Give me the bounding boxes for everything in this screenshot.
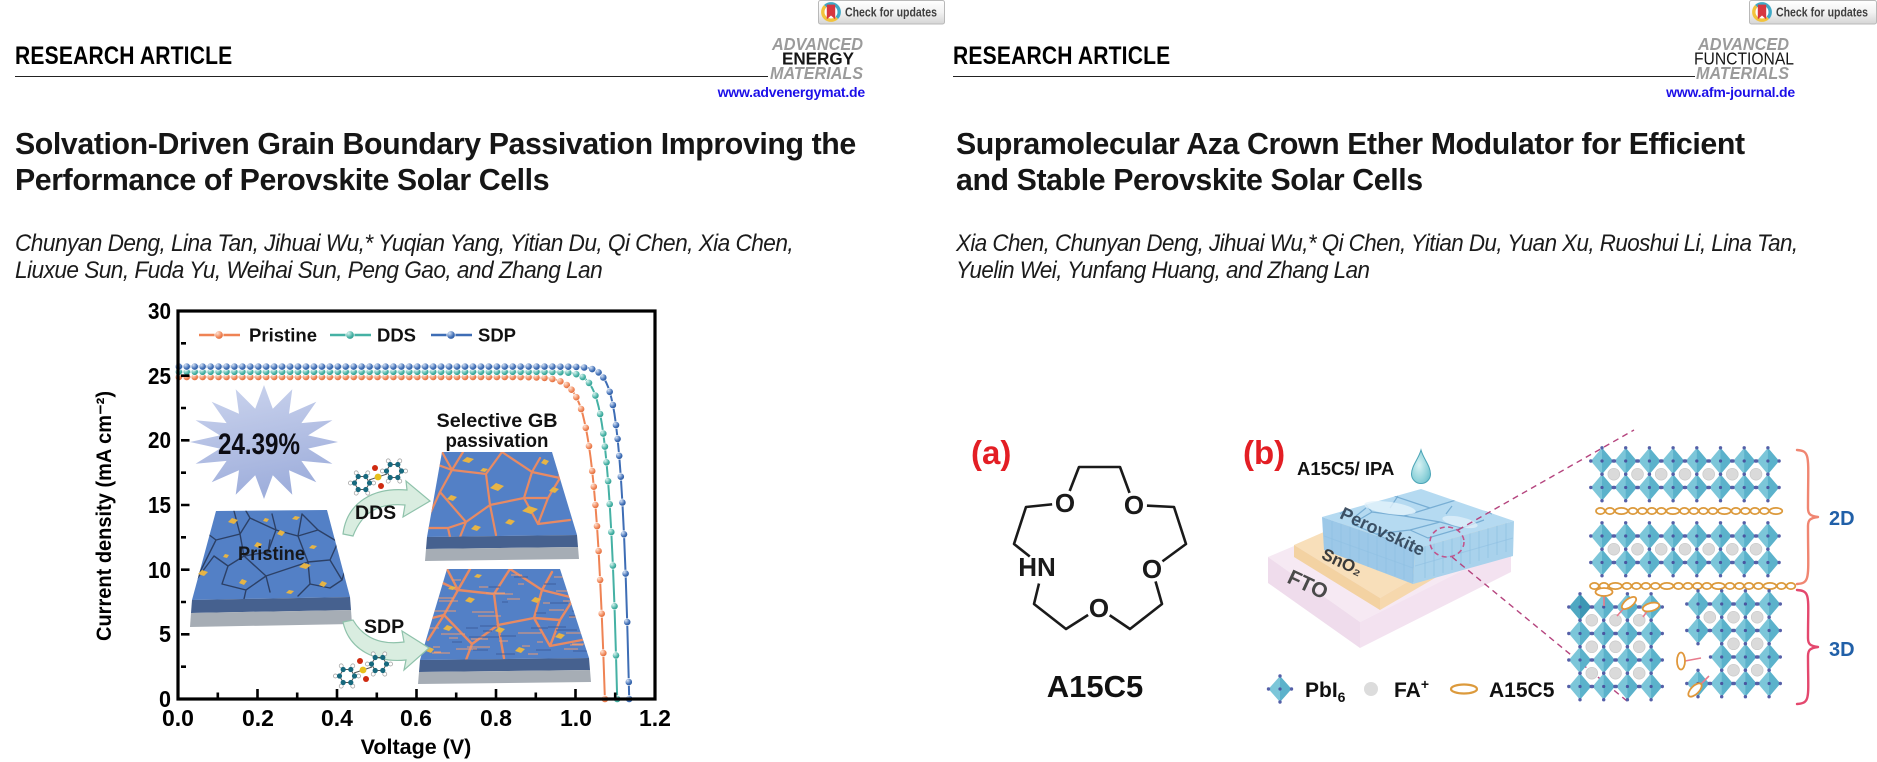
svg-text:25: 25 — [148, 363, 171, 389]
svg-text:0.8: 0.8 — [480, 705, 512, 731]
svg-text:MATERIALS: MATERIALS — [770, 63, 863, 83]
svg-text:FA+: FA+ — [1394, 676, 1429, 702]
svg-text:HN: HN — [1018, 552, 1056, 582]
svg-text:Pristine: Pristine — [238, 543, 305, 565]
svg-text:1.0: 1.0 — [560, 705, 592, 731]
svg-text:Check for updates: Check for updates — [1776, 6, 1868, 20]
svg-text:ADVANCED: ADVANCED — [1697, 36, 1789, 54]
svg-text:DDS: DDS — [355, 502, 396, 524]
svg-text:ADVANCED: ADVANCED — [771, 36, 863, 54]
svg-text:O: O — [1055, 488, 1075, 518]
svg-text:15: 15 — [148, 492, 171, 518]
svg-text:3D: 3D — [1829, 639, 1855, 661]
svg-text:MATERIALS: MATERIALS — [1696, 63, 1789, 83]
svg-text:O: O — [1124, 490, 1144, 520]
svg-text:0: 0 — [159, 686, 171, 712]
svg-text:Selective GB: Selective GB — [437, 411, 558, 432]
svg-text:PbI6: PbI6 — [1305, 679, 1346, 705]
svg-text:30: 30 — [148, 298, 171, 324]
svg-text:24.39%: 24.39% — [218, 428, 300, 461]
svg-text:0.0: 0.0 — [162, 705, 194, 731]
svg-text:(b): (b) — [1243, 434, 1285, 471]
svg-text:5: 5 — [159, 621, 171, 647]
svg-text:passivation: passivation — [446, 431, 549, 452]
svg-text:A15C5: A15C5 — [1047, 669, 1144, 704]
svg-text:0.6: 0.6 — [400, 705, 432, 731]
svg-text:10: 10 — [148, 557, 171, 583]
svg-text:A15C5: A15C5 — [1489, 679, 1555, 702]
svg-text:Current density (mA cm⁻²): Current density (mA cm⁻²) — [93, 391, 116, 641]
svg-text:ENERGY: ENERGY — [782, 49, 854, 69]
svg-text:SDP: SDP — [478, 325, 516, 346]
svg-text:DDS: DDS — [377, 325, 416, 346]
svg-text:Check for updates: Check for updates — [845, 6, 937, 20]
svg-text:0.2: 0.2 — [242, 705, 274, 731]
svg-text:20: 20 — [148, 427, 171, 453]
svg-text:2D: 2D — [1829, 508, 1855, 530]
svg-text:O: O — [1089, 593, 1109, 623]
svg-text:O: O — [1142, 554, 1162, 584]
svg-text:SDP: SDP — [364, 616, 404, 638]
svg-text:0.4: 0.4 — [321, 705, 353, 731]
svg-text:(a): (a) — [971, 434, 1011, 471]
svg-text:Pristine: Pristine — [249, 325, 317, 346]
svg-text:A15C5/ IPA: A15C5/ IPA — [1297, 458, 1394, 479]
svg-text:FUNCTIONAL: FUNCTIONAL — [1694, 49, 1794, 69]
svg-text:Voltage (V): Voltage (V) — [361, 735, 472, 759]
svg-text:1.2: 1.2 — [639, 705, 671, 731]
